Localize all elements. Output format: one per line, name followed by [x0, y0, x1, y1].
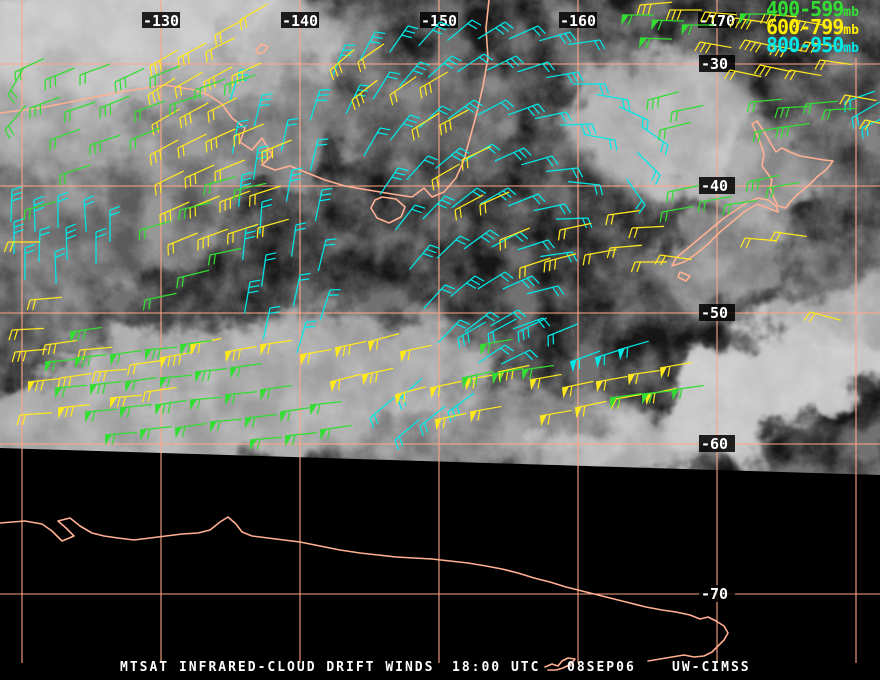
stewart-island-coastline [677, 271, 691, 282]
legend-item-400-599mb: 400-599mb [766, 0, 859, 21]
latitude-label: -30 [701, 55, 728, 73]
latitude-label: -60 [701, 435, 728, 453]
legend-item-800-950mb: 800-950mb [766, 33, 859, 57]
legend-range: 800-950 [766, 33, 844, 57]
legend-unit: mb [843, 5, 859, 20]
wind-barbs-high-level-400-599 [4, 13, 857, 451]
nz-south-island-coastline [671, 197, 779, 267]
wind-barbs-mid-level-600-799 [3, 1, 880, 431]
legend-item-600-799mb: 600-799mb [766, 15, 859, 39]
caption-time: 18:00 UTC [452, 660, 541, 675]
earth-disk-layer [0, 0, 880, 475]
latitude-label: -40 [701, 177, 728, 195]
longitude-label: -140 [282, 12, 318, 30]
cloud-texture-noise [0, 0, 880, 475]
caption-date: 08SEP06 [567, 660, 636, 675]
latitude-label: -70 [701, 585, 728, 603]
antarctica-coastline [0, 516, 729, 662]
pressure-level-legend: 400-599mb 600-799mb 800-950mb [766, 0, 859, 57]
nz-north-island-coastline [751, 120, 834, 209]
caption-bar: MTSAT INFRARED-CLOUD DRIFT WINDS 18:00 U… [0, 656, 880, 680]
legend-range: 400-599 [766, 0, 844, 21]
graticule-labels: -130 -140 -150 -160 -170-30-40-50-60-70 [142, 12, 736, 603]
latitude-label: -50 [701, 304, 728, 322]
legend-range: 600-799 [766, 15, 844, 39]
caption-product-title: MTSAT INFRARED-CLOUD DRIFT WINDS [120, 660, 435, 675]
antarctica-coast-fragment [544, 657, 576, 671]
legend-unit: mb [843, 41, 859, 56]
wind-barbs-low-level-800-950-spiral [10, 19, 669, 365]
legend-unit: mb [843, 23, 859, 38]
caption-source: UW-CIMSS [672, 660, 751, 675]
inland-water-outline [255, 43, 269, 55]
longitude-label: -160 [560, 12, 596, 30]
tasmania-coastline [370, 196, 406, 224]
longitude-label: -130 [143, 12, 179, 30]
